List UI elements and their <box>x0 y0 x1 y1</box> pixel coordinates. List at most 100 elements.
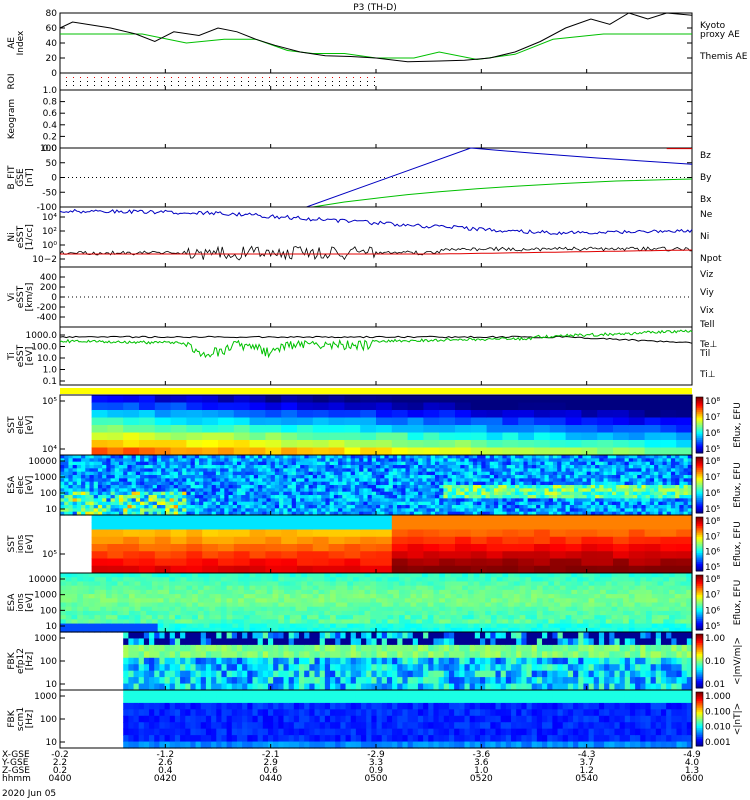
velocity-legend-3: Vix <box>700 306 714 316</box>
esa_e-cell <box>540 491 546 496</box>
density-frame <box>59 206 693 268</box>
esa_i-cell <box>284 577 291 583</box>
roi-mark <box>360 77 361 78</box>
sst_i-cell <box>265 522 282 531</box>
esa_e-cell <box>620 455 626 459</box>
esa_i-cell <box>215 577 222 583</box>
esa_i-cell <box>531 627 538 633</box>
esa_e-cell <box>561 491 567 496</box>
esa_e-cell <box>173 491 179 496</box>
sst_e-cell <box>328 432 345 441</box>
esa_i-cell <box>111 585 119 591</box>
esa_i-cell <box>611 589 618 595</box>
roi-mark <box>297 77 298 78</box>
esa_e-cell <box>620 461 626 466</box>
esa_e-cell <box>565 491 571 496</box>
sst_e-cell <box>91 447 108 456</box>
esa_e-cell <box>182 455 187 459</box>
esa_e-cell <box>451 468 457 473</box>
esa_e-cell <box>586 458 592 463</box>
esa_i-cell <box>157 602 165 608</box>
esa_e-cell <box>249 458 255 463</box>
esa_e-cell <box>675 475 680 479</box>
sst_i-cell <box>676 544 693 552</box>
sst_e-cell <box>328 417 345 426</box>
esa_i-cell <box>169 619 176 625</box>
esa_i-cell <box>398 598 406 604</box>
esa_e-cell <box>536 488 541 493</box>
esa_e-cell <box>510 485 516 489</box>
esa_e-cell <box>169 488 175 493</box>
esa_e-cell <box>578 505 584 509</box>
esa_i-cell <box>381 594 389 599</box>
esa_e-cell <box>224 481 230 486</box>
esa_i-cell <box>192 615 199 620</box>
sst_e-cell <box>423 395 440 404</box>
esa_e-cell <box>102 465 107 469</box>
esa_e-cell <box>515 498 520 503</box>
esa_e-cell <box>211 498 217 503</box>
esa_e-cell <box>527 495 533 499</box>
esa_i-cell <box>232 602 239 608</box>
esa_e-cell <box>262 511 268 516</box>
esa_e-cell <box>451 508 457 513</box>
esa_i-cell <box>582 627 590 633</box>
esa_i-cell <box>266 589 274 595</box>
esa_i-cell <box>353 594 360 599</box>
roi-mark <box>374 81 375 82</box>
esa_e-cell <box>249 498 255 503</box>
roi-mark <box>122 81 123 82</box>
bfield-legend-2: By <box>700 173 712 183</box>
esa_e-cell <box>156 511 162 516</box>
esa_e-cell <box>291 501 297 506</box>
esa_i-cell <box>600 619 607 625</box>
esa_i-cell <box>525 623 532 629</box>
esa_e-cell <box>224 465 230 469</box>
sst_e-cell <box>581 395 598 404</box>
esa_i-cell <box>582 623 590 629</box>
esa_e-cell <box>325 478 331 483</box>
esa_e-cell <box>317 458 322 463</box>
esa_i-cell <box>232 615 239 620</box>
sst_i-cell <box>376 551 393 560</box>
esa_e-cell <box>173 481 179 486</box>
esa_e-cell <box>177 478 183 483</box>
esa_i-cell <box>473 598 481 604</box>
esa_e-cell <box>401 455 407 459</box>
esa_i-cell <box>209 573 216 578</box>
esa_i-cell <box>508 623 515 629</box>
esa_e-cell <box>60 501 65 506</box>
esa_i-cell <box>525 602 532 608</box>
esa_e-cell <box>333 485 339 489</box>
esa_e-cell <box>287 468 293 473</box>
esa_e-cell <box>687 478 693 483</box>
esa_e-cell <box>519 461 525 466</box>
esa_e-cell <box>114 501 120 506</box>
esa_e-cell <box>102 498 107 503</box>
esa_e-cell <box>637 468 643 473</box>
esa_e-cell <box>456 475 461 479</box>
esa_i-cell <box>416 610 423 616</box>
esa_e-cell <box>220 491 225 496</box>
esa_i-cell <box>255 573 262 578</box>
esa_e-cell <box>207 498 213 503</box>
esa_e-cell <box>683 471 689 476</box>
esa_i-cell <box>330 573 337 578</box>
esa_e-cell <box>97 475 103 479</box>
esa_e-cell <box>329 455 335 459</box>
sst_i-cell <box>376 565 393 574</box>
esa_i-cell <box>335 594 343 599</box>
sst_i-cell <box>297 522 314 531</box>
esa_e-cell <box>76 458 82 463</box>
esa_i-cell <box>393 577 400 583</box>
esa_e-cell <box>249 511 255 516</box>
esa_e-cell <box>662 471 668 476</box>
esa_e-cell <box>658 461 664 466</box>
esa_i-cell <box>192 627 199 633</box>
esa_e-cell <box>81 471 86 476</box>
esa_i-cell <box>416 619 423 625</box>
esa_e-cell <box>552 511 558 516</box>
esa_i-cell <box>496 585 503 591</box>
esa_e-cell <box>118 465 124 469</box>
sst_i-cell <box>344 544 361 552</box>
